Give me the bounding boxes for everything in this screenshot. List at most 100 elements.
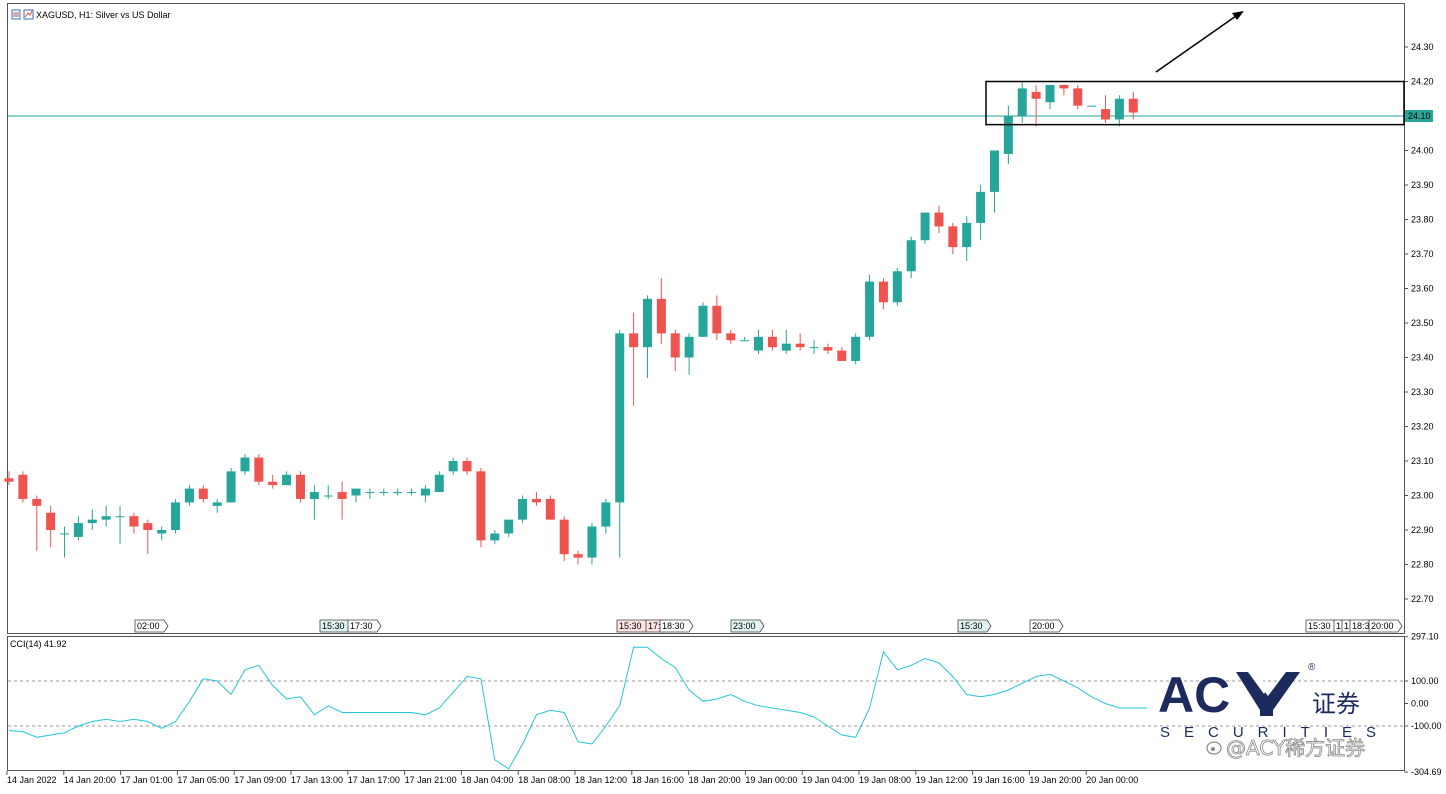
candle	[323, 485, 333, 499]
candle	[254, 454, 264, 486]
candle-body	[323, 495, 333, 497]
time-tick-label: 18 Jan 08:00	[518, 775, 570, 785]
logo-registered: ®	[1308, 662, 1316, 673]
time-tick-label: 17 Jan 09:00	[234, 775, 286, 785]
cci-line	[8, 646, 1148, 770]
candle-body	[407, 492, 417, 494]
candle-body	[531, 498, 541, 503]
price-tick-label: 24.00	[1411, 146, 1434, 156]
candle-body	[337, 492, 347, 499]
candle-body	[18, 474, 28, 499]
time-tag-label: 15:30	[1308, 621, 1331, 631]
candle-body	[309, 492, 319, 499]
time-tag-frame	[134, 619, 169, 633]
time-tag: 15:30	[957, 619, 992, 633]
time-tag: 23:00	[730, 619, 765, 633]
time-tick-label: 19 Jan 16:00	[973, 775, 1025, 785]
cci-tick-label: -100.00	[1411, 721, 1442, 731]
time-tick-label: 17 Jan 13:00	[291, 775, 343, 785]
candle	[351, 488, 361, 503]
time-tick-label: 19 Jan 04:00	[802, 775, 854, 785]
candles	[4, 81, 1138, 565]
candle-body	[656, 298, 666, 334]
time-tag-frame	[957, 619, 992, 633]
candle	[920, 212, 930, 244]
candle-body	[393, 492, 403, 494]
candle	[656, 278, 666, 344]
candle	[295, 471, 305, 503]
candle-body	[878, 281, 888, 303]
candle-body	[740, 340, 750, 342]
time-tag-frame	[730, 619, 765, 633]
candle-body	[295, 474, 305, 499]
candle-body	[865, 281, 875, 337]
candle	[518, 495, 528, 524]
candle-body	[906, 240, 916, 272]
candle	[712, 295, 722, 341]
candle-body	[379, 492, 389, 494]
candle-body	[712, 305, 722, 334]
candle	[573, 550, 583, 565]
candle-body	[559, 519, 569, 555]
candle-body	[781, 343, 791, 351]
candle	[46, 505, 56, 548]
candle	[379, 488, 389, 496]
candle-body	[684, 336, 694, 358]
candle-body	[629, 333, 639, 348]
candle	[407, 488, 417, 496]
candle-body	[1017, 88, 1027, 116]
candle-body	[1114, 98, 1124, 120]
candle	[212, 498, 222, 513]
cci-tick-label: 297.10	[1411, 632, 1439, 642]
candle-body	[157, 530, 167, 534]
candle	[615, 329, 625, 558]
candle-body	[642, 298, 652, 348]
time-tick-label: 18 Jan 04:00	[461, 775, 513, 785]
candle	[1003, 105, 1013, 165]
candle-body	[823, 347, 833, 351]
candle-body	[892, 271, 902, 303]
candle	[698, 302, 708, 337]
price-axis: 24.30 24.20 24.10 24.00 23.90 23.80 23.70 23.60…	[1404, 42, 1434, 604]
candle-body	[573, 554, 583, 558]
price-tick-label: 23.80	[1411, 215, 1434, 225]
candle-body	[989, 150, 999, 192]
candle	[448, 457, 458, 475]
candle	[823, 343, 833, 355]
candle	[851, 333, 861, 365]
candle	[1031, 84, 1041, 127]
candle	[629, 312, 639, 406]
time-tag-row: 02:00 15:30 17:30 15:30 17: 18:30 23:00 15:30 20…	[134, 619, 1403, 633]
cci-tick-label: 0.00	[1411, 699, 1429, 709]
candle-body	[129, 516, 139, 527]
candle-body	[226, 471, 236, 503]
time-tick-label: 17 Jan 21:00	[405, 775, 457, 785]
time-tick-label: 20 Jan 00:00	[1086, 775, 1138, 785]
candle-body	[87, 519, 97, 524]
candle	[365, 488, 375, 499]
candle-body	[976, 191, 986, 223]
price-tag-bg	[1405, 110, 1433, 122]
candle-body	[518, 498, 528, 520]
candle-body	[948, 226, 958, 248]
candle	[1087, 105, 1097, 107]
candle-body	[434, 474, 444, 493]
candle	[740, 336, 750, 342]
candle-body	[184, 488, 194, 503]
candle	[1101, 95, 1111, 123]
logo-y-mark	[1236, 672, 1300, 716]
candle	[906, 236, 916, 279]
candle	[171, 498, 181, 534]
time-tag-frame	[1368, 619, 1403, 633]
candle-body	[60, 533, 70, 535]
candle	[462, 457, 472, 475]
logo-cn-text: 证券	[1312, 690, 1360, 718]
time-tick-label: 17 Jan 05:00	[177, 775, 229, 785]
acy-logo: AC ® 证券 SECURITIES	[1158, 662, 1376, 741]
candle	[989, 150, 999, 213]
candle	[878, 278, 888, 310]
time-tag-label: 15:30	[619, 621, 642, 631]
candle-body	[851, 336, 861, 361]
time-tag-label: 18:30	[662, 621, 685, 631]
